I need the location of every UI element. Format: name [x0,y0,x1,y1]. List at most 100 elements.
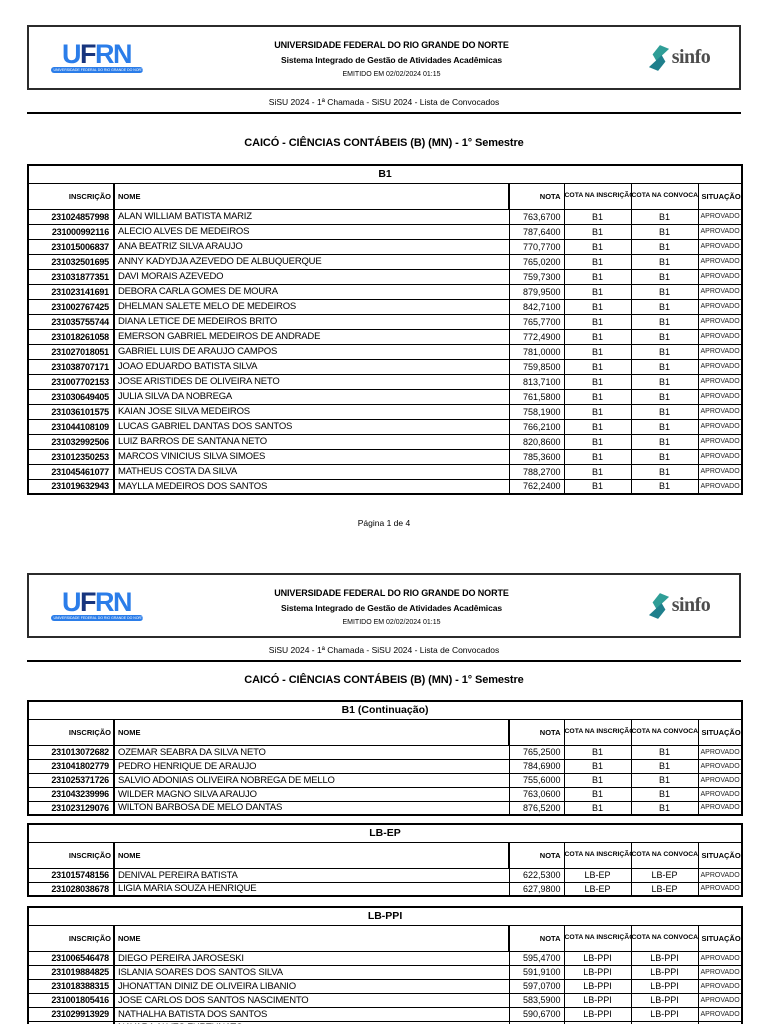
table-row: 231025371726 SALVIO ADONIAS OLIVEIRA NOBR… [27,772,743,788]
cell-nome: KAIAN JOSE SILVA MEDEIROS [113,403,510,420]
cell-inscricao: 231045461077 [27,463,115,480]
cell-situacao: APROVADO [697,298,743,315]
cell-nome: ANNY KADYDJA AZEVEDO DE ALBUQUERQUE [113,253,510,270]
column-header-cota-inscricao: COTA NA INSCRIÇÃO [563,841,632,869]
section-header: B1 (Continuação) [27,700,743,720]
table-row: 231038707171 JOAO EDUARDO BATISTA SILVA 75… [27,358,743,375]
cell-nota: 591,9100 [508,964,565,980]
cell-inscricao: 231007702153 [27,373,115,390]
column-header-situacao: SITUAÇÃO [697,841,743,869]
cell-nome: ALECIO ALVES DE MEDEIROS [113,223,510,240]
cell-situacao: APROVADO [697,253,743,270]
column-header-nome: NOME [113,841,510,869]
cell-cota-convocacao: B1 [630,253,699,270]
cell-inscricao: 231028038678 [27,881,115,897]
convocados-table: LB-PPI INSCRIÇÃO NOME NOTA COTA NA INSCRIÇÃO… [27,906,744,1024]
cell-cota-inscricao: B1 [563,478,632,495]
university-name: UNIVERSIDADE FEDERAL DO RIO GRANDE DO NO… [274,39,509,50]
sinfo-logo-text: sinfo [671,46,711,68]
cell-nota: 762,2400 [508,478,565,495]
cell-inscricao: 231018261058 [27,328,115,345]
cell-situacao: APROVADO [697,1020,743,1024]
cell-cota-convocacao: B1 [630,313,699,330]
cell-cota-inscricao: B1 [563,800,632,816]
column-header-cota-convocacao: COTA NA CONVOCAÇÃO [630,718,699,746]
cell-inscricao: 231019884825 [27,964,115,980]
column-header-cota-convocacao: COTA NA CONVOCAÇÃO [630,182,699,210]
table-row: 231032992506 LUIZ BARROS DE SANTANA NETO 8… [27,433,743,450]
column-header-nota: NOTA [508,924,565,952]
cell-situacao: APROVADO [697,758,743,774]
cell-cota-convocacao: LB-EP [630,881,699,897]
cell-nome: DAVI MORAIS AZEVEDO [113,268,510,285]
cell-cota-inscricao: B1 [563,253,632,270]
cell-cota-inscricao: LB-PPI [563,1006,632,1022]
cell-nome: DIANA LETICE DE MEDEIROS BRITO [113,313,510,330]
cell-cota-inscricao: B1 [563,772,632,788]
table-row: 231001805416 JOSE CARLOS DOS SANTOS NASCI… [27,992,743,1008]
cell-nota: 627,9800 [508,881,565,897]
sinfo-bolt-icon [648,592,669,619]
cell-situacao: APROVADO [697,283,743,300]
cell-nome: JOSE ARISTIDES DE OLIVEIRA NETO [113,373,510,390]
cell-inscricao: 231001805416 [27,992,115,1008]
ufrn-logo-text: UFRN [62,38,133,69]
cell-inscricao: 231041802779 [27,758,115,774]
report-header-box: UFRN UNIVERSIDADE FEDERAL DO RIO GRANDE … [27,25,741,90]
cell-cota-convocacao: B1 [630,373,699,390]
cell-situacao: APROVADO [697,964,743,980]
column-header-situacao: SITUAÇÃO [697,182,743,210]
cell-cota-inscricao: B1 [563,786,632,802]
cell-inscricao: 231018388315 [27,978,115,994]
cell-situacao: APROVADO [697,950,743,966]
cell-nota: 595,4700 [508,950,565,966]
cell-cota-inscricao: B1 [563,208,632,225]
cell-nota: 770,7700 [508,238,565,255]
cell-nota: 820,8600 [508,433,565,450]
cell-nota: 622,5300 [508,867,565,883]
cell-cota-convocacao: B1 [630,208,699,225]
cell-cota-inscricao: B1 [563,313,632,330]
cell-cota-inscricao: B1 [563,418,632,435]
cell-nome: JULIA SILVA DA NOBREGA [113,388,510,405]
cell-cota-convocacao: B1 [630,298,699,315]
cell-cota-convocacao: LB-PPI [630,978,699,994]
ufrn-logo: UFRN UNIVERSIDADE FEDERAL DO RIO GRANDE … [29,38,164,74]
table-row: 231019632943 MAYLLA MEDEIROS DOS SANTOS 76… [27,478,743,495]
cell-cota-convocacao: B1 [630,463,699,480]
cell-situacao: APROVADO [697,1006,743,1022]
column-header-inscricao: INSCRIÇÃO [27,924,115,952]
cell-inscricao: 231000992116 [27,223,115,240]
cell-nome: MAYLLA MEDEIROS DOS SANTOS [113,478,510,495]
convocados-table: LB-EP INSCRIÇÃO NOME NOTA COTA NA INSCRIÇÃO C… [27,823,744,897]
cell-nome: JOSE CARLOS DOS SANTOS NASCIMENTO [113,992,510,1008]
cell-cota-inscricao: B1 [563,373,632,390]
cell-situacao: APROVADO [697,328,743,345]
column-header-situacao: SITUAÇÃO [697,924,743,952]
cell-nome: OZEMAR SEABRA DA SILVA NETO [113,744,510,760]
table-row: 231023129076 WILTON BARBOSA DE MELO DANTA… [27,800,743,816]
cell-nota: 788,2700 [508,463,565,480]
cell-nota: 765,0200 [508,253,565,270]
cell-situacao: APROVADO [697,373,743,390]
cell-nota: 765,2500 [508,744,565,760]
column-header-cota-inscricao: COTA NA INSCRIÇÃO [563,924,632,952]
cell-cota-inscricao: LB-EP [563,881,632,897]
cell-inscricao: 231038707171 [27,358,115,375]
table-row: 231044108109 LUCAS GABRIEL DANTAS DOS SAN… [27,418,743,435]
cell-cota-convocacao: B1 [630,448,699,465]
column-header-inscricao: INSCRIÇÃO [27,718,115,746]
cell-situacao: APROVADO [697,238,743,255]
cell-nome: SALVIO ADONIAS OLIVEIRA NOBREGA DE MELLO [113,772,510,788]
table-row: 231031877351 DAVI MORAIS AZEVEDO 759,7300 B… [27,268,743,285]
cell-situacao: APROVADO [697,268,743,285]
cell-inscricao: 231015748156 [27,867,115,883]
cell-inscricao: 231043239996 [27,786,115,802]
cell-situacao: APROVADO [697,448,743,465]
cell-inscricao: 231024857998 [27,208,115,225]
tables-page-2: B1 (Continuação) INSCRIÇÃO NOME NOTA COTA NA… [27,700,744,1024]
cell-cota-convocacao: B1 [630,268,699,285]
column-header-nome: NOME [113,924,510,952]
cell-cota-convocacao: LB-PPI [630,992,699,1008]
cell-nome: MARCOS VINICIUS SILVA SIMOES [113,448,510,465]
